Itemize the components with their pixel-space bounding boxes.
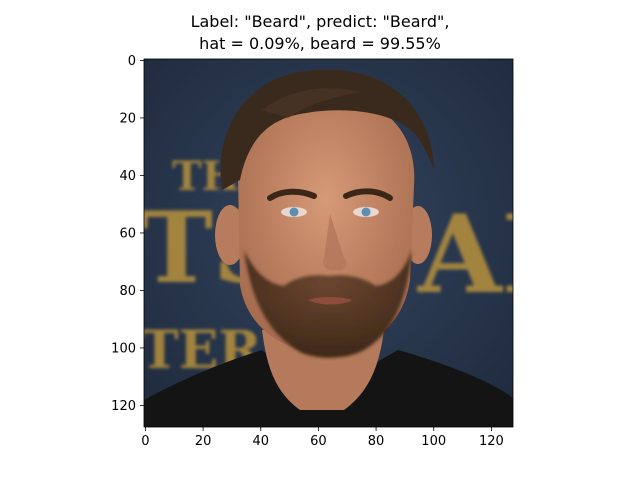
y-tick-label: 60 xyxy=(119,226,136,241)
x-tick-label: 120 xyxy=(479,434,504,449)
y-tick-label: 120 xyxy=(111,399,136,414)
y-axis-ticks: 0 20 40 60 80 100 120 xyxy=(111,54,144,414)
x-tick-label: 20 xyxy=(195,434,212,449)
x-tick-label: 80 xyxy=(368,434,385,449)
left-iris xyxy=(289,207,299,217)
hair-highlight xyxy=(262,88,360,118)
figure-title-line-2: hat = 0.09%, beard = 99.55% xyxy=(199,34,441,53)
y-tick-label: 0 xyxy=(128,54,136,69)
mouth xyxy=(308,297,352,305)
x-tick-label: 0 xyxy=(141,434,149,449)
y-tick-label: 100 xyxy=(111,341,136,356)
hair xyxy=(220,69,434,190)
left-eyebrow xyxy=(267,188,317,201)
x-axis-ticks: 0 20 40 60 80 100 120 xyxy=(141,427,504,449)
right-eyebrow xyxy=(343,188,393,201)
shirt xyxy=(144,350,513,427)
right-iris xyxy=(361,207,371,217)
portrait-photo: THE TS AN TER'S xyxy=(144,59,601,427)
axes-frame xyxy=(143,58,514,428)
x-tick-label: 100 xyxy=(421,434,446,449)
y-tick-label: 20 xyxy=(119,111,136,126)
y-tick-label: 80 xyxy=(119,284,136,299)
backdrop-letters-right: AN xyxy=(417,192,601,318)
figure-title-line-1: Label: "Beard", predict: "Beard", xyxy=(190,12,450,31)
nose xyxy=(322,214,347,271)
x-tick-label: 60 xyxy=(310,434,327,449)
y-tick-label: 40 xyxy=(119,169,136,184)
x-tick-label: 40 xyxy=(252,434,269,449)
left-ear xyxy=(215,205,245,265)
